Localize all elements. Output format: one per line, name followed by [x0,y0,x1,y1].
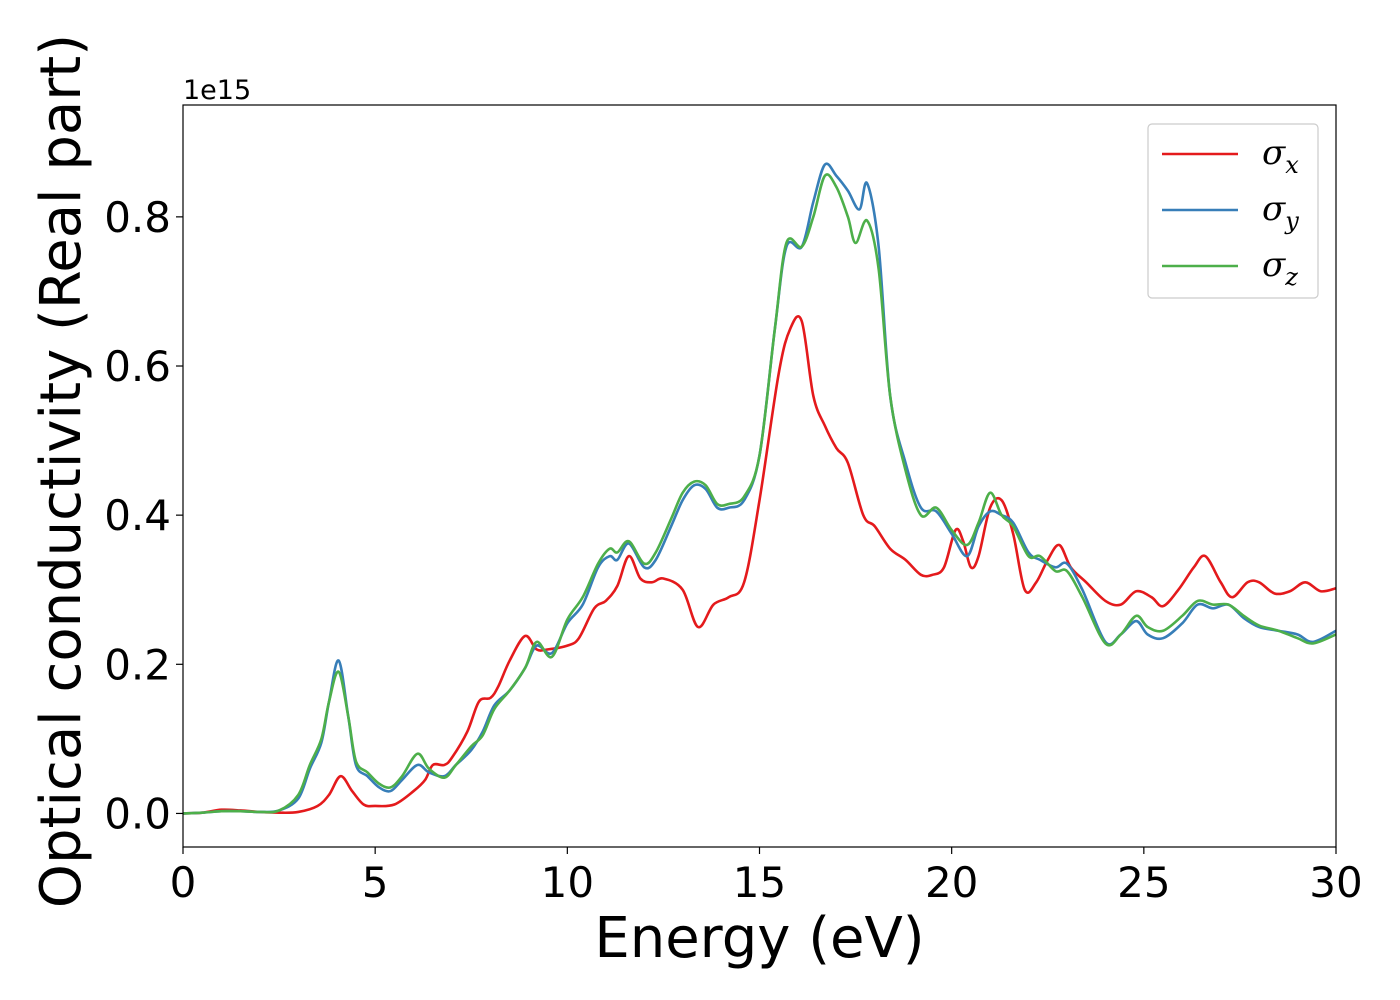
series-line-x [183,315,1336,815]
x-tick-label: 5 [362,858,389,907]
legend-label-z: σz [1262,245,1298,291]
x-axis-title: Energy (eV) [594,906,924,971]
ticks-layer: 0 5 10 15 20 25 30 0.0 0.2 0.4 0.6 0.8 [104,193,1363,907]
legend-label-y: σy [1262,189,1299,235]
y-tick-label: 0.4 [104,491,171,540]
y-axis-title: Optical conductivity (Real part) [29,34,94,908]
series-line-z [183,173,1336,815]
y-tick-label: 0.0 [104,789,171,838]
x-tick-label: 10 [541,858,594,907]
x-tick-label: 25 [1117,858,1170,907]
x-tick-label: 0 [170,858,197,907]
legend: σx σy σz [1147,123,1319,299]
y-tick-label: 0.2 [104,640,171,689]
legend-label-x: σx [1262,133,1299,179]
x-tick-label: 15 [733,858,786,907]
y-offset-label: 1e15 [183,75,251,106]
y-tick-label: 0.6 [104,342,171,391]
x-tick-label: 30 [1309,858,1362,907]
series-layer [183,162,1336,815]
x-tick-label: 20 [925,858,978,907]
y-tick-label: 0.8 [104,193,171,242]
